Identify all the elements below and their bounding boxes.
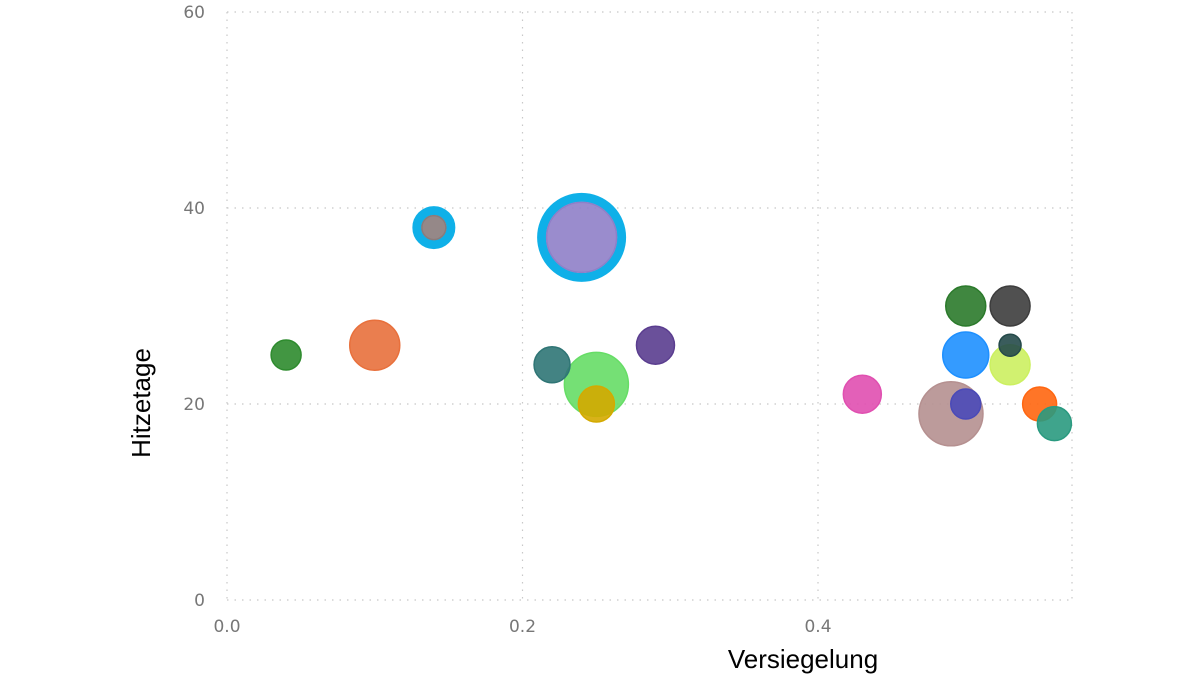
highlight-ring [537,192,627,282]
data-point[interactable] [533,346,571,384]
data-point[interactable] [545,201,618,274]
data-point[interactable] [998,333,1022,357]
data-point[interactable] [842,374,883,414]
data-point[interactable] [577,385,616,423]
y-tick-label: 60 [183,3,205,23]
data-point[interactable] [635,325,676,365]
data-point[interactable] [989,285,1031,327]
x-tick-label: 0.0 [213,617,240,637]
data-point[interactable] [945,285,987,327]
data-point[interactable] [1036,405,1073,442]
data-point[interactable] [950,388,982,420]
y-tick-label: 40 [183,199,205,219]
data-point[interactable] [942,331,990,379]
highlight-ring [412,206,456,250]
y-tick-label: 20 [183,395,205,415]
grid-lines [226,11,1073,601]
data-points [270,192,1073,447]
y-tick-label: 0 [194,591,205,611]
data-point[interactable] [421,214,447,241]
x-tick-label: 0.4 [804,617,831,637]
x-axis-title: Versiegelung [728,644,878,674]
x-tick-label: 0.2 [509,617,536,637]
tick-labels: 0 20 40 60 0.0 0.2 0.4 [183,3,831,637]
data-point[interactable] [349,319,401,371]
y-axis-title: Hitzetage [126,348,156,458]
data-point[interactable] [270,339,302,371]
